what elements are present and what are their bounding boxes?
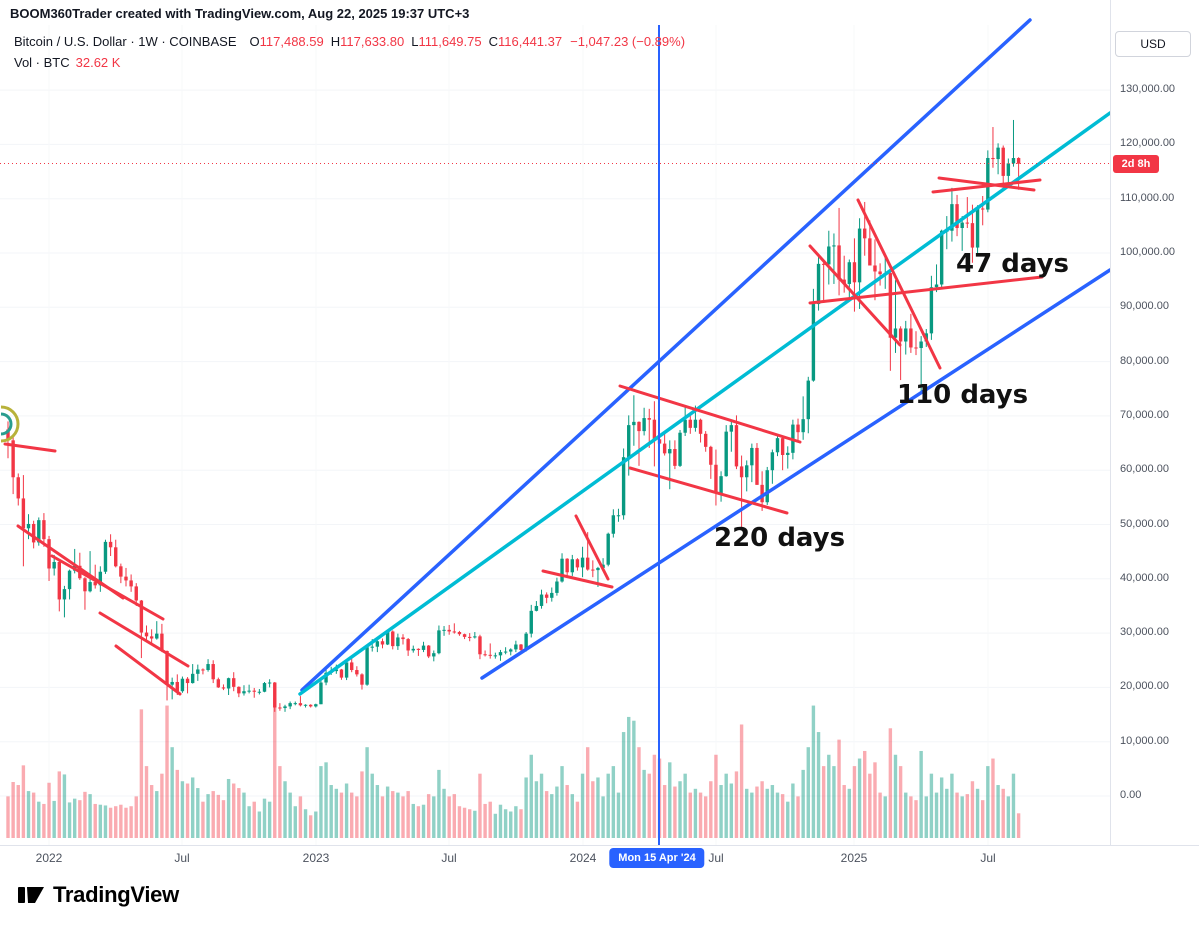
time-axis-label: 2024 — [569, 851, 597, 865]
trend-line-flag-aug2025-2[interactable] — [937, 176, 1036, 192]
price-axis-label: 40,000.00 — [1120, 571, 1169, 584]
currency-toggle-usd[interactable]: USD — [1115, 31, 1191, 57]
price-axis-label: 80,000.00 — [1120, 354, 1169, 367]
price-axis-label: 30,000.00 — [1120, 626, 1169, 639]
change-value: −1,047.23 (−0.89%) — [570, 34, 686, 49]
drawings[interactable] — [0, 18, 1112, 845]
symbol-title[interactable]: Bitcoin / U.S. Dollar · 1W · COINBASE — [14, 34, 237, 49]
price-axis-label: 90,000.00 — [1120, 300, 1169, 313]
open-value: 117,488.59 — [259, 34, 324, 49]
gridlines — [0, 25, 1110, 845]
price-axis-label: 120,000.00 — [1120, 137, 1176, 150]
low-value: 111,649.75 — [418, 34, 482, 49]
trend-line-flag-2022a-lower[interactable] — [50, 554, 165, 621]
price-axis-label: 60,000.00 — [1120, 463, 1169, 476]
volume-bars — [6, 698, 1021, 838]
tradingview-wordmark[interactable]: TradingView — [53, 882, 179, 907]
duration-annotation[interactable]: 47 days — [956, 249, 1069, 279]
arc-drawing[interactable] — [0, 412, 13, 436]
trend-line-channel-lower[interactable] — [480, 268, 1112, 680]
time-axis-label: 2025 — [840, 851, 868, 865]
high-value: 117,633.80 — [340, 34, 405, 49]
high-label: H — [330, 34, 341, 49]
time-axis-label: Jul — [980, 851, 996, 865]
trend-line-top-2021[interactable] — [3, 442, 57, 453]
price-axis-label: 110,000.00 — [1120, 191, 1175, 204]
open-label: O — [249, 34, 260, 49]
trend-line-flag-2023-flat[interactable] — [541, 569, 614, 589]
volume-value: 32.62 K — [75, 55, 121, 70]
time-axis-label: Jul — [174, 851, 190, 865]
trend-line-flag-2024-upper[interactable] — [618, 384, 802, 444]
time-axis-label: Jul — [441, 851, 457, 865]
trend-line-flag-2022b-lower[interactable] — [114, 644, 182, 696]
low-label: L — [411, 34, 419, 49]
arc-drawing[interactable] — [0, 405, 20, 443]
trend-line-flag-2025-steep-1[interactable] — [856, 198, 942, 370]
attribution-text: BOOM360Trader created with TradingView.c… — [10, 6, 470, 21]
trend-line-flag-aug2025-1[interactable] — [931, 178, 1042, 194]
footer: TradingView — [18, 882, 179, 908]
duration-annotation[interactable]: 110 days — [897, 380, 1028, 410]
trend-line-channel-mid[interactable] — [298, 111, 1112, 696]
price-axis-label: 20,000.00 — [1120, 680, 1169, 693]
trend-line-channel-upper[interactable] — [300, 18, 1032, 692]
time-axis-label: 2022 — [35, 851, 63, 865]
trend-line-rising-support[interactable] — [808, 275, 1044, 305]
trend-line-flag-2022b-upper[interactable] — [98, 611, 190, 668]
symbol-legend[interactable]: Bitcoin / U.S. Dollar · 1W · COINBASE O11… — [14, 34, 685, 49]
tradingview-logo-icon[interactable] — [18, 882, 44, 908]
duration-annotation[interactable]: 220 days — [714, 523, 845, 553]
annotations[interactable]: 47 days 110 days 220 days — [714, 249, 1069, 553]
time-axis-label: Jul — [708, 851, 724, 865]
candle-countdown-badge: 2d 8h — [1113, 155, 1159, 173]
close-value: 116,441.37 — [498, 34, 563, 49]
close-label: C — [488, 34, 498, 49]
price-axis-label: 100,000.00 — [1120, 246, 1176, 258]
time-axis[interactable]: 2022 Jul 2023 Jul 2024 Jul 2025 Jul Mon 15 Apr '… — [0, 845, 1199, 872]
time-axis-label: 2023 — [302, 851, 330, 865]
volume-legend[interactable]: Vol · BTC 32.62 K — [14, 55, 120, 70]
event-date-badge[interactable]: Mon 15 Apr '24 — [609, 848, 705, 868]
price-axis-label: 0.00 — [1120, 789, 1142, 801]
price-axis[interactable]: USD 2d 8h 130,000.00 120,000.00 110,000.00… — [1110, 0, 1199, 871]
price-axis-label: 50,000.00 — [1120, 517, 1169, 530]
trend-line-flag-2025-steep-2[interactable] — [808, 244, 902, 347]
price-axis-label: 70,000.00 — [1120, 408, 1169, 421]
trend-line-flag-2023-steep[interactable] — [574, 514, 610, 581]
volume-label: Vol · BTC — [14, 55, 70, 70]
price-axis-label: 130,000.00 — [1120, 83, 1176, 96]
trend-line-flag-2024-lower[interactable] — [628, 466, 789, 515]
price-axis-label: 10,000.00 — [1120, 734, 1169, 747]
